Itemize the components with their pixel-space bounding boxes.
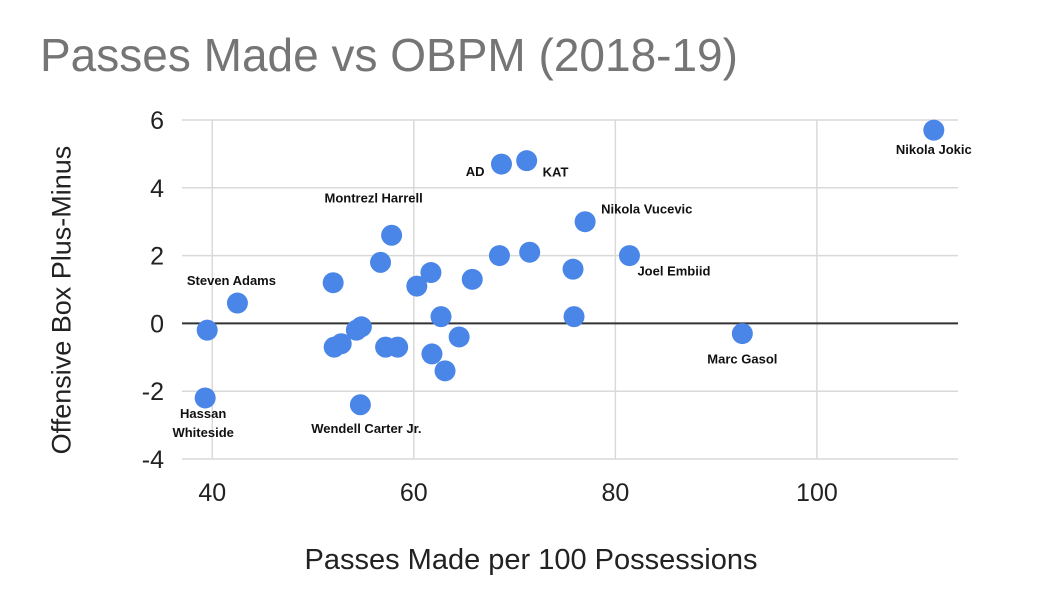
data-point xyxy=(420,262,442,284)
data-point xyxy=(618,245,640,267)
data-point xyxy=(322,272,344,294)
data-point xyxy=(387,336,409,358)
data-point xyxy=(519,241,541,263)
data-point xyxy=(194,387,216,409)
data-point xyxy=(490,153,512,175)
y-tick-label: 0 xyxy=(150,310,164,338)
data-point xyxy=(448,326,470,348)
data-point xyxy=(488,245,510,267)
point-label: AD xyxy=(466,164,485,179)
data-point xyxy=(421,343,443,365)
point-label: KAT xyxy=(543,165,569,180)
point-label: Montrezl Harrell xyxy=(324,190,422,205)
data-point xyxy=(731,323,753,345)
point-label: Wendell Carter Jr. xyxy=(311,421,421,436)
point-label: Joel Embiid xyxy=(637,264,710,279)
data-point xyxy=(574,211,596,233)
point-label: Steven Adams xyxy=(187,273,276,288)
data-point xyxy=(196,319,218,341)
x-tick-label: 60 xyxy=(400,479,428,507)
data-point xyxy=(434,360,456,382)
data-point xyxy=(562,258,584,280)
data-point xyxy=(381,224,403,246)
point-label: Nikola Vucevic xyxy=(601,202,692,217)
y-tick-label: 2 xyxy=(150,243,164,271)
data-point xyxy=(516,150,538,172)
data-point xyxy=(370,251,392,273)
data-point xyxy=(461,268,483,290)
y-tick-label: -2 xyxy=(142,378,164,406)
x-axis-label: Passes Made per 100 Possessions xyxy=(304,544,758,576)
x-tick-label: 40 xyxy=(198,479,226,507)
data-point xyxy=(330,333,352,355)
data-point xyxy=(923,119,945,141)
data-point xyxy=(406,275,428,297)
data-point xyxy=(430,306,452,328)
y-tick-label: -4 xyxy=(142,446,164,474)
y-tick-label: 4 xyxy=(150,175,164,203)
point-label: Hassan Whiteside xyxy=(172,406,233,440)
x-tick-label: 80 xyxy=(601,479,629,507)
data-point xyxy=(226,292,248,314)
data-point xyxy=(349,394,371,416)
data-point xyxy=(350,316,372,338)
data-point xyxy=(563,306,585,328)
point-label: Nikola Jokic xyxy=(896,142,972,157)
y-tick-label: 6 xyxy=(150,107,164,135)
x-tick-label: 100 xyxy=(796,479,838,507)
chart-title: Passes Made vs OBPM (2018-19) xyxy=(40,29,738,81)
point-label: Marc Gasol xyxy=(707,352,777,367)
